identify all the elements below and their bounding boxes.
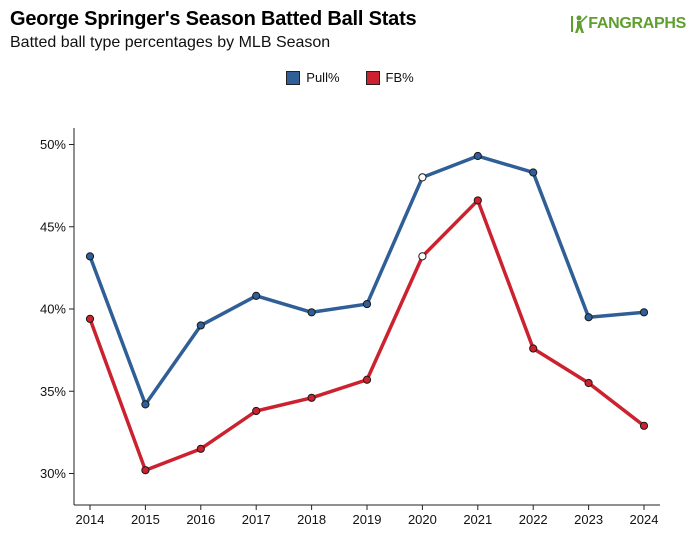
x-tick-label: 2016 — [186, 512, 215, 527]
chart-subtitle: Batted ball type percentages by MLB Seas… — [10, 34, 331, 51]
y-tick-label: 50% — [40, 137, 66, 152]
y-tick-label: 30% — [40, 466, 66, 481]
data-point-fb-2017[interactable] — [252, 406, 261, 416]
legend-swatch-fb — [365, 70, 380, 85]
x-tick-label: 2018 — [297, 512, 326, 527]
data-point-pull-2017[interactable] — [252, 291, 261, 300]
data-point-pull-2021[interactable] — [473, 151, 482, 161]
logo-text-graphs: GRAPHS — [619, 15, 686, 32]
data-point-pull-2020[interactable] — [418, 173, 427, 182]
x-tick-label: 2021 — [463, 512, 492, 527]
x-tick-label: 2022 — [519, 512, 548, 527]
data-point-pull-2016[interactable] — [196, 321, 205, 330]
y-tick-label: 35% — [40, 384, 66, 399]
y-tick-label: 45% — [40, 219, 66, 234]
data-point-fb-2022[interactable] — [529, 344, 538, 353]
x-tick-label: 2023 — [574, 512, 603, 527]
x-tick-label: 2024 — [630, 512, 659, 527]
data-point-pull-2023[interactable] — [584, 313, 593, 322]
data-point-fb-2024[interactable] — [639, 421, 649, 430]
legend-label-fb: FB% — [385, 70, 414, 85]
data-point-fb-2020[interactable] — [418, 252, 427, 261]
legend-swatch-pull — [286, 70, 301, 85]
x-tick-label: 2019 — [353, 512, 382, 527]
data-point-fb-2015[interactable] — [141, 466, 150, 475]
batter-icon — [571, 15, 588, 33]
data-point-fb-2019[interactable] — [362, 375, 372, 384]
data-point-fb-2016[interactable] — [196, 444, 205, 453]
legend-item-pull[interactable]: Pull% — [286, 70, 340, 85]
logo-text-fan: FAN — [588, 15, 620, 32]
chart-title: George Springer's Season Batted Ball Sta… — [10, 8, 417, 30]
legend-label-pull: Pull% — [306, 70, 340, 85]
data-point-fb-2014[interactable] — [85, 314, 95, 323]
chart-legend: Pull% FB% — [0, 70, 700, 85]
data-point-fb-2021[interactable] — [473, 196, 482, 205]
x-tick-label: 2015 — [131, 512, 160, 527]
fangraphs-logo[interactable]: FAN GRAPHS — [570, 14, 686, 34]
x-tick-label: 2014 — [76, 512, 105, 527]
data-point-pull-2024[interactable] — [639, 308, 649, 317]
data-point-pull-2014[interactable] — [85, 252, 95, 261]
data-point-pull-2015[interactable] — [141, 400, 150, 409]
data-point-pull-2019[interactable] — [362, 299, 372, 309]
data-point-fb-2023[interactable] — [584, 378, 593, 388]
x-tick-label: 2017 — [242, 512, 271, 527]
legend-item-fb[interactable]: FB% — [365, 70, 414, 85]
data-point-pull-2018[interactable] — [307, 308, 316, 317]
x-tick-label: 2020 — [408, 512, 437, 527]
data-point-fb-2018[interactable] — [307, 393, 316, 402]
y-tick-label: 40% — [40, 302, 66, 317]
data-point-pull-2022[interactable] — [529, 168, 538, 177]
